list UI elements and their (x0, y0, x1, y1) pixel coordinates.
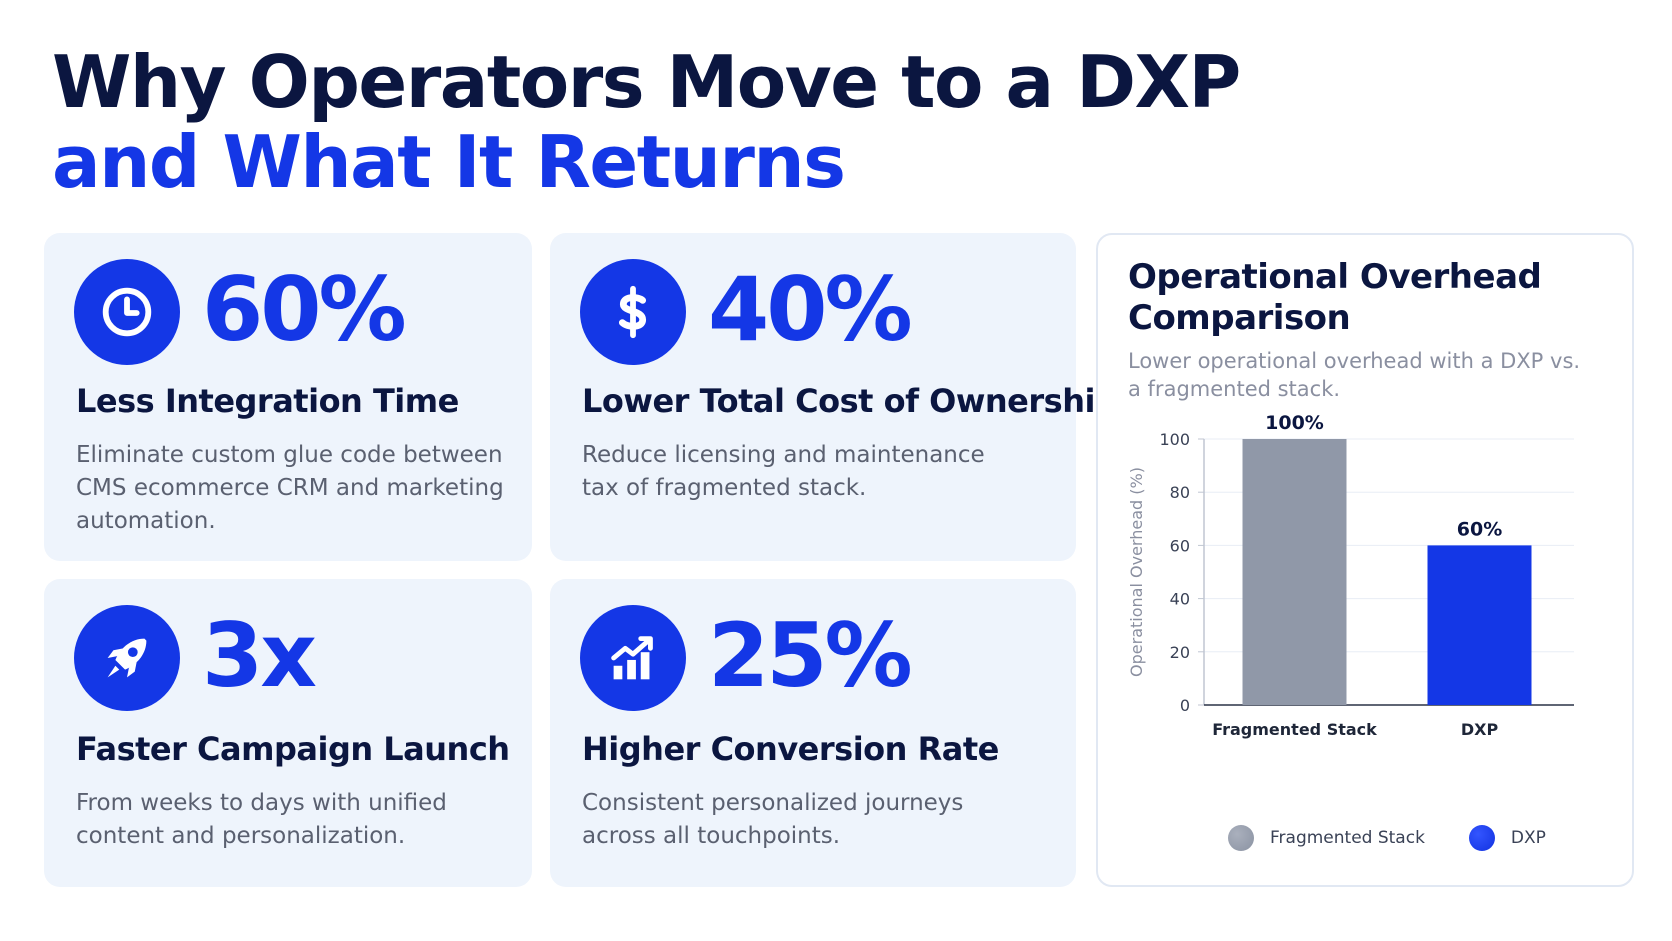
bar (1427, 545, 1532, 705)
legend-item-fragmented-stack: Fragmented Stack (1228, 825, 1425, 851)
stat-value: 25% (708, 604, 913, 707)
x-tick-label: DXP (1461, 720, 1499, 739)
legend-label: DXP (1510, 828, 1546, 848)
dollar-icon (580, 259, 686, 365)
chart-panel: Operational Overhead Comparison Lower op… (1096, 233, 1634, 887)
legend-swatch (1228, 825, 1254, 851)
stat-card-conversion: 25% Higher Conversion Rate Consistent pe… (550, 579, 1076, 887)
page-title-line-2: and What It Returns (52, 120, 846, 204)
stat-card-campaign: 3x Faster Campaign Launch From weeks to … (44, 579, 532, 887)
stat-value: 60% (202, 258, 407, 361)
bar (1242, 439, 1347, 705)
y-tick-label: 60 (1170, 536, 1190, 555)
card-description: Reduce licensing and maintenance tax of … (582, 442, 985, 501)
legend-label: Fragmented Stack (1270, 828, 1425, 848)
stat-value: 40% (708, 258, 913, 361)
chart-legend: Fragmented Stack DXP (1228, 825, 1590, 851)
card-description: From weeks to days with unified content … (76, 790, 447, 849)
growth-chart-icon (580, 605, 686, 711)
bar-chart: 0 20 40 60 80 100 Operational Overhead (%) 100%… (1127, 412, 1574, 739)
bar-data-label: 60% (1457, 518, 1502, 540)
stat-value: 3x (202, 604, 317, 707)
card-description: Eliminate custom glue code between CMS e… (76, 442, 504, 534)
y-tick-label: 100 (1159, 430, 1190, 449)
page-title-line-1: Why Operators Move to a DXP (52, 40, 1241, 124)
legend-item-dxp: DXP (1468, 825, 1546, 851)
chart-title: Operational Overhead Comparison (1128, 257, 1542, 338)
page-title: Why Operators Move to a DXP and What It … (52, 40, 1241, 204)
stat-card-cost: 40% Lower Total Cost of Ownership Reduce… (550, 233, 1118, 561)
y-axis-label: Operational Overhead (%) (1127, 467, 1146, 677)
y-tick-label: 40 (1170, 590, 1190, 609)
clock-icon (74, 259, 180, 365)
card-title: Higher Conversion Rate (582, 730, 999, 768)
card-title: Faster Campaign Launch (76, 730, 510, 768)
y-tick-label: 80 (1170, 483, 1190, 502)
legend-swatch (1468, 825, 1495, 851)
card-description: Consistent personalized journeys across … (582, 790, 964, 849)
x-tick-label: Fragmented Stack (1212, 720, 1377, 739)
card-title: Less Integration Time (76, 382, 459, 420)
chart-subtitle: Lower operational overhead with a DXP vs… (1128, 349, 1581, 401)
y-tick-label: 0 (1180, 696, 1190, 715)
bar-data-label: 100% (1265, 412, 1324, 434)
y-tick-label: 20 (1170, 643, 1190, 662)
rocket-icon (74, 605, 180, 711)
card-title: Lower Total Cost of Ownership (582, 382, 1118, 420)
stat-card-integration: 60% Less Integration Time Eliminate cust… (44, 233, 532, 561)
